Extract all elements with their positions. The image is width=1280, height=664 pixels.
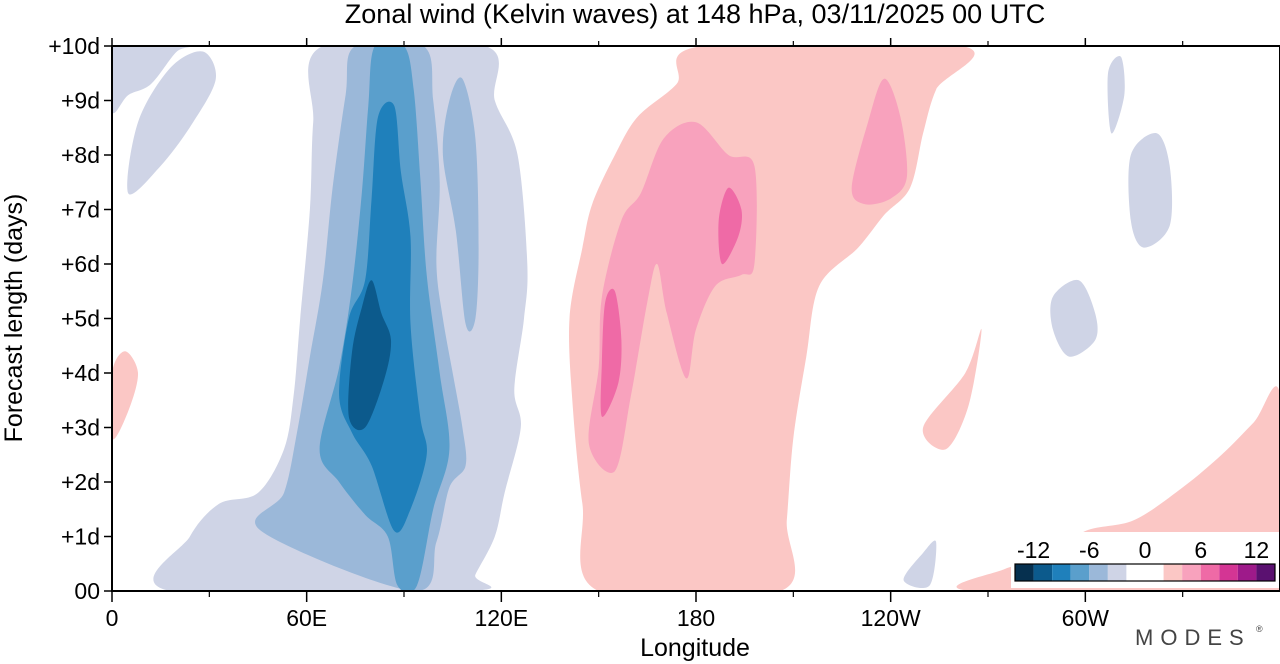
colorbar-legend: -12 -6 0 6 12 [1011,532,1279,588]
colorbar-frame [1014,563,1276,582]
colorbar-swatch [1145,564,1164,581]
y-tick-label: +7d [61,197,100,223]
y-tick-label: +6d [61,251,100,277]
contour-region-westerly-moderate [588,121,757,473]
colorbar-swatch [1052,564,1071,581]
colorbar-swatch [1200,564,1220,581]
colorbar-swatch [1256,564,1275,581]
wind-contour-regions [112,46,1280,591]
y-tick-label: +10d [48,33,100,59]
colorbar-swatch [1070,564,1090,581]
colorbar-label: 6 [1194,537,1207,563]
modes-logo: MODES ® [1135,624,1263,650]
contour-region-easterly-far-east-4 [903,540,937,589]
contour-region-easterly-secondary [442,77,479,332]
colorbar-label: 12 [1244,537,1270,563]
x-tick-label: 120E [474,605,528,631]
contour-region-easterly-far-east-3 [1107,56,1125,134]
plot-area [111,45,1280,592]
y-axis-label: Forecast length (days) [0,194,28,443]
x-tick-label: 0 [106,605,119,631]
y-tick-label: +1d [61,524,100,550]
colorbar-swatch [1089,564,1108,581]
colorbar-label: -6 [1079,537,1099,563]
x-tick-label: 180 [677,605,715,631]
colorbar-label: 0 [1139,537,1152,563]
colorbar-swatch [1033,564,1053,581]
x-tick-label: 120W [861,605,921,631]
x-axis-label: Longitude [640,634,750,662]
contour-region-easterly-far-east-2 [1050,279,1098,357]
colorbar-label: -12 [1017,537,1050,563]
contour-region-westerly-strong-1 [600,288,622,417]
colorbar-swatch [1107,564,1127,581]
y-tick-label: +9d [61,88,100,114]
colorbar-swatch [1126,564,1145,581]
y-tick-label: +3d [61,415,100,441]
contour-region-easterly-tongue-west [112,46,196,114]
y-tick-label: +2d [61,469,100,495]
colorbar-swatch [1219,564,1238,581]
chart-title: Zonal wind (Kelvin waves) at 148 hPa, 03… [345,0,1045,29]
contour-region-westerly-west-edge [112,351,139,440]
x-tick-label: 60W [1062,605,1110,631]
colorbar-swatch [1182,564,1201,581]
colorbar-swatch [1163,564,1183,581]
y-tick-label: +4d [61,360,100,386]
y-tick-label: 00 [74,578,100,604]
registered-mark: ® [1256,624,1263,634]
x-axis-ticks: 0 60E 120E 180 120W 60W [106,38,1184,631]
colorbar-swatch [1237,564,1257,581]
contour-region-westerly-moderate-2 [851,78,908,205]
contour-region-westerly-right-arm [922,328,982,450]
contour-region-easterly-far-east-1 [1128,133,1173,248]
y-tick-label: +5d [61,306,100,332]
y-tick-label: +8d [61,142,100,168]
logo-text: MODES [1135,625,1251,650]
x-tick-label: 60E [286,605,327,631]
contour-region-westerly-strong-2 [718,187,743,265]
contour-region-easterly-extreme [348,280,392,431]
y-axis-ticks: 00 +1d +2d +3d +4d +5d +6d +7d +8d +9d +10d [48,33,112,604]
contour-region-easterly-blob-west [127,51,217,195]
colorbar-swatch [1015,564,1034,581]
